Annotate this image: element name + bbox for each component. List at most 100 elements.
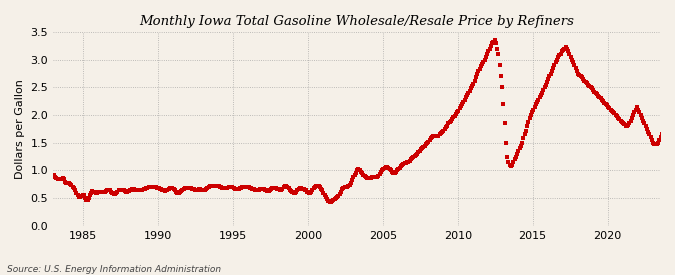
Point: [181, 185, 192, 190]
Point: [450, 112, 461, 116]
Point: [549, 63, 560, 67]
Point: [393, 167, 404, 172]
Point: [228, 186, 239, 190]
Point: [423, 139, 434, 144]
Point: [347, 178, 358, 183]
Point: [250, 188, 261, 192]
Point: [198, 188, 209, 192]
Point: [378, 167, 389, 172]
Point: [315, 185, 325, 189]
Point: [259, 188, 270, 192]
Point: [333, 194, 344, 198]
Point: [419, 143, 430, 148]
Point: [279, 184, 290, 188]
Point: [464, 89, 475, 93]
Point: [514, 146, 525, 150]
Point: [570, 66, 581, 70]
Point: [507, 163, 518, 167]
Point: [59, 179, 70, 184]
Point: [192, 188, 202, 192]
Point: [525, 113, 536, 117]
Point: [458, 100, 468, 104]
Point: [156, 187, 167, 191]
Point: [257, 187, 268, 191]
Point: [183, 186, 194, 190]
Point: [664, 116, 675, 120]
Point: [473, 68, 484, 73]
Point: [58, 177, 69, 182]
Point: [438, 128, 449, 133]
Point: [396, 164, 406, 168]
Point: [535, 93, 546, 97]
Point: [413, 150, 424, 154]
Point: [657, 132, 668, 137]
Point: [236, 185, 246, 190]
Point: [568, 60, 578, 65]
Point: [578, 77, 589, 81]
Point: [638, 119, 649, 123]
Point: [126, 188, 136, 192]
Point: [122, 189, 133, 194]
Point: [352, 168, 362, 173]
Point: [524, 116, 535, 120]
Point: [550, 60, 561, 65]
Point: [319, 193, 330, 198]
Point: [216, 185, 227, 189]
Point: [407, 156, 418, 161]
Point: [263, 189, 274, 193]
Point: [434, 132, 445, 137]
Point: [654, 138, 665, 142]
Point: [155, 186, 165, 191]
Point: [187, 186, 198, 191]
Point: [96, 189, 107, 194]
Point: [529, 104, 540, 109]
Point: [142, 185, 153, 190]
Point: [607, 108, 618, 113]
Point: [360, 175, 371, 179]
Point: [485, 44, 496, 48]
Point: [354, 168, 365, 173]
Point: [292, 188, 302, 192]
Point: [608, 110, 618, 114]
Point: [275, 188, 286, 192]
Point: [418, 144, 429, 149]
Point: [566, 55, 576, 59]
Point: [441, 123, 452, 128]
Point: [133, 188, 144, 192]
Point: [206, 184, 217, 188]
Point: [406, 157, 416, 162]
Point: [673, 103, 675, 107]
Point: [554, 53, 565, 57]
Point: [169, 188, 180, 192]
Point: [632, 104, 643, 109]
Point: [579, 78, 590, 83]
Point: [429, 133, 440, 138]
Point: [558, 48, 568, 52]
Point: [294, 186, 305, 190]
Point: [477, 62, 487, 66]
Point: [191, 188, 202, 192]
Point: [647, 138, 657, 142]
Point: [272, 186, 283, 191]
Point: [392, 168, 402, 173]
Point: [222, 185, 233, 190]
Point: [234, 186, 245, 190]
Point: [560, 45, 571, 50]
Point: [261, 188, 271, 192]
Point: [334, 192, 345, 196]
Point: [637, 116, 647, 120]
Point: [113, 188, 124, 192]
Point: [82, 198, 93, 203]
Point: [650, 142, 661, 147]
Point: [182, 186, 193, 190]
Point: [537, 91, 547, 95]
Point: [297, 186, 308, 191]
Point: [416, 147, 427, 152]
Point: [344, 183, 355, 187]
Point: [508, 160, 518, 164]
Point: [531, 102, 541, 106]
Point: [131, 188, 142, 192]
Point: [200, 187, 211, 191]
Point: [307, 188, 318, 192]
Point: [308, 186, 319, 190]
